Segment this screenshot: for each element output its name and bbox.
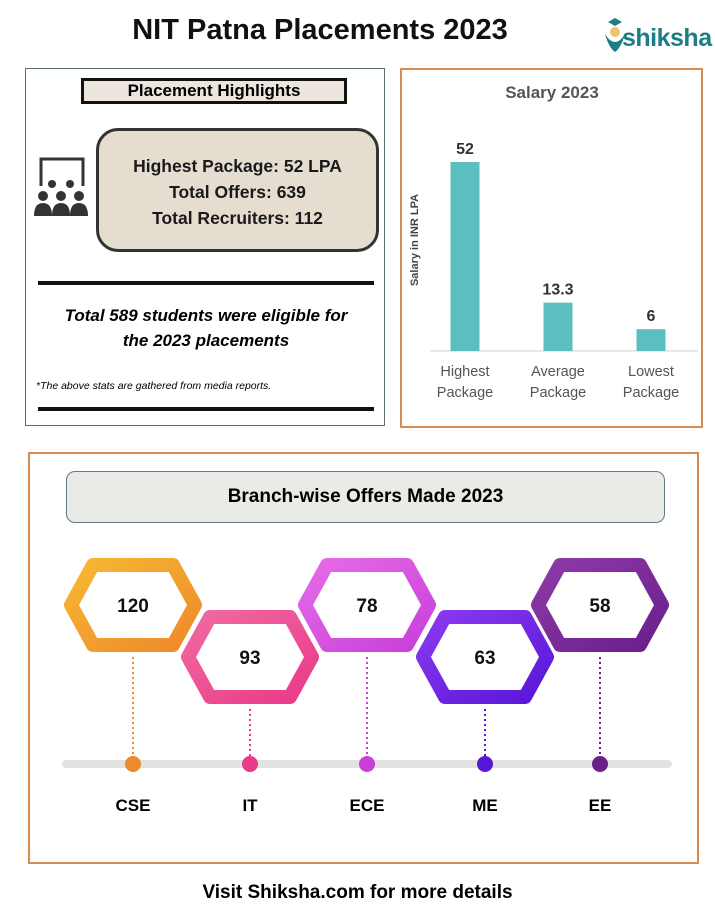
hexagon-cse [64,558,202,652]
page-title: NIT Patna Placements 2023 [132,14,508,46]
branch-offers-panel [28,452,699,864]
x-tick-label: Package [530,385,586,401]
footer-note: Visit Shiksha.com for more details [202,882,513,903]
total-recruiters-stat: Total Recruiters: 112 [152,208,323,228]
branch-label: ECE [349,796,385,815]
x-tick-label: Average [531,364,585,380]
hexagon-it [181,610,319,704]
data-label: 6 [647,308,656,325]
data-label: 13.3 [542,282,573,299]
branch-label: ME [472,796,498,815]
x-tick-label: Package [623,385,679,401]
salary-bar-chart: Salary 2023 Salary in INR LPA 52 Highest P… [409,83,698,401]
total-offers-stat: Total Offers: 639 [169,182,306,202]
x-tick-label: Lowest [628,364,674,380]
hexagon-me [416,610,554,704]
branch-label: EE [588,796,612,815]
x-tick-label: Highest [440,364,489,380]
data-label: 52 [456,141,474,158]
logo-text: shiksha [622,24,712,52]
offers-value: 93 [239,648,260,669]
branch-label: IT [242,796,258,815]
timeline-dot [359,756,375,772]
timeline-dot [477,756,493,772]
audience-presentation-icon [34,157,88,216]
hexagon-ee [531,558,669,652]
bar-0 [450,162,480,351]
eligible-note: Total 589 students were eligible for the… [38,303,374,353]
divider [38,281,374,285]
eligible-line-2: the 2023 placements [122,331,290,350]
x-tick-label: Package [437,385,493,401]
bar-2 [636,329,666,351]
hexagon-ece [298,558,436,652]
divider [38,407,374,411]
footnote: *The above stats are gathered from media… [36,380,272,392]
highlights-panel [25,68,385,426]
branch-hexagon-diagram: 120 93 78 63 58 [62,558,672,772]
highlights-heading: Placement Highlights [81,78,347,104]
stats-box: Highest Package: 52 LPA Total Offers: 63… [96,128,379,252]
y-axis-label: Salary in INR LPA [409,194,421,286]
timeline-dot [125,756,141,772]
shiksha-logo: shiksha [604,10,712,52]
branch-offers-heading: Branch-wise Offers Made 2023 [66,471,665,523]
offers-value: 58 [589,596,610,617]
timeline-dot [242,756,258,772]
graduation-cap-icon [605,18,625,52]
timeline-dot [592,756,608,772]
salary-chart-panel: Salary 2023 Salary in INR LPA 52 Highest P… [400,68,703,428]
chart-title: Salary 2023 [505,83,599,102]
highest-package-stat: Highest Package: 52 LPA [133,156,342,176]
offers-value: 63 [474,648,495,669]
offers-value: 120 [117,596,149,617]
bar-1 [543,302,573,351]
branch-label: CSE [115,796,151,815]
offers-value: 78 [356,596,377,617]
eligible-line-1: Total 589 students were eligible for [64,306,348,325]
